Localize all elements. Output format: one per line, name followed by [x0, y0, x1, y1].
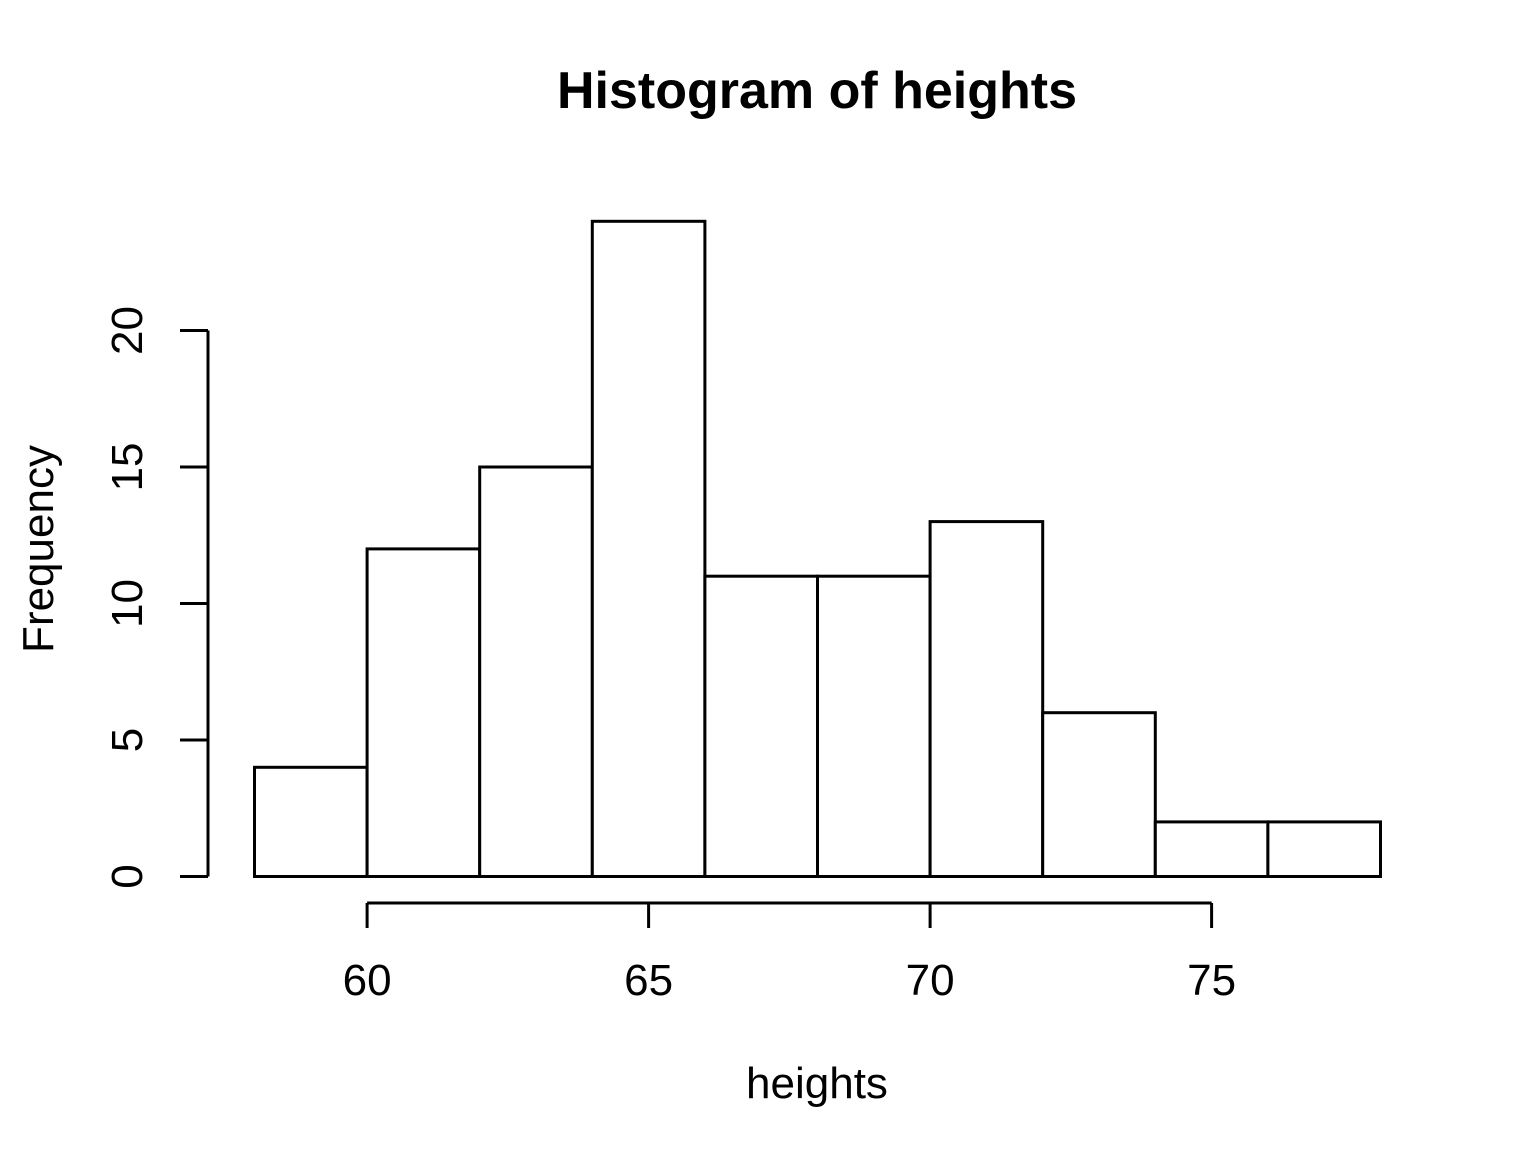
- histogram-bar: [703, 574, 820, 878]
- x-tick-label: 65: [624, 956, 673, 1005]
- histogram-bar: [1153, 820, 1270, 879]
- y-tick-label: 20: [103, 306, 152, 355]
- y-tick-label: 15: [103, 443, 152, 492]
- y-tick-label: 10: [103, 579, 152, 628]
- x-axis: 60 65 70 75: [343, 901, 1236, 1005]
- y-axis: 0 5 10 15 20: [103, 306, 210, 889]
- histogram-bar: [253, 765, 369, 878]
- chart-title: Histogram of heights: [557, 62, 1077, 120]
- bars-group: [253, 219, 1383, 879]
- histogram-bar: [478, 465, 594, 878]
- histogram-bar: [928, 520, 1045, 878]
- histogram-bar: [1041, 711, 1157, 879]
- x-axis-label: heights: [746, 1059, 888, 1108]
- histogram-bar: [590, 219, 707, 879]
- x-tick-label: 75: [1187, 956, 1236, 1005]
- histogram-bar: [816, 574, 932, 878]
- y-axis-label: Frequency: [14, 445, 63, 653]
- x-tick-label: 70: [906, 956, 955, 1005]
- histogram-bar: [365, 547, 482, 879]
- histogram-bar: [1266, 820, 1383, 879]
- x-tick-label: 60: [343, 956, 392, 1005]
- y-tick-label: 0: [103, 864, 152, 888]
- y-tick-label: 5: [103, 728, 152, 752]
